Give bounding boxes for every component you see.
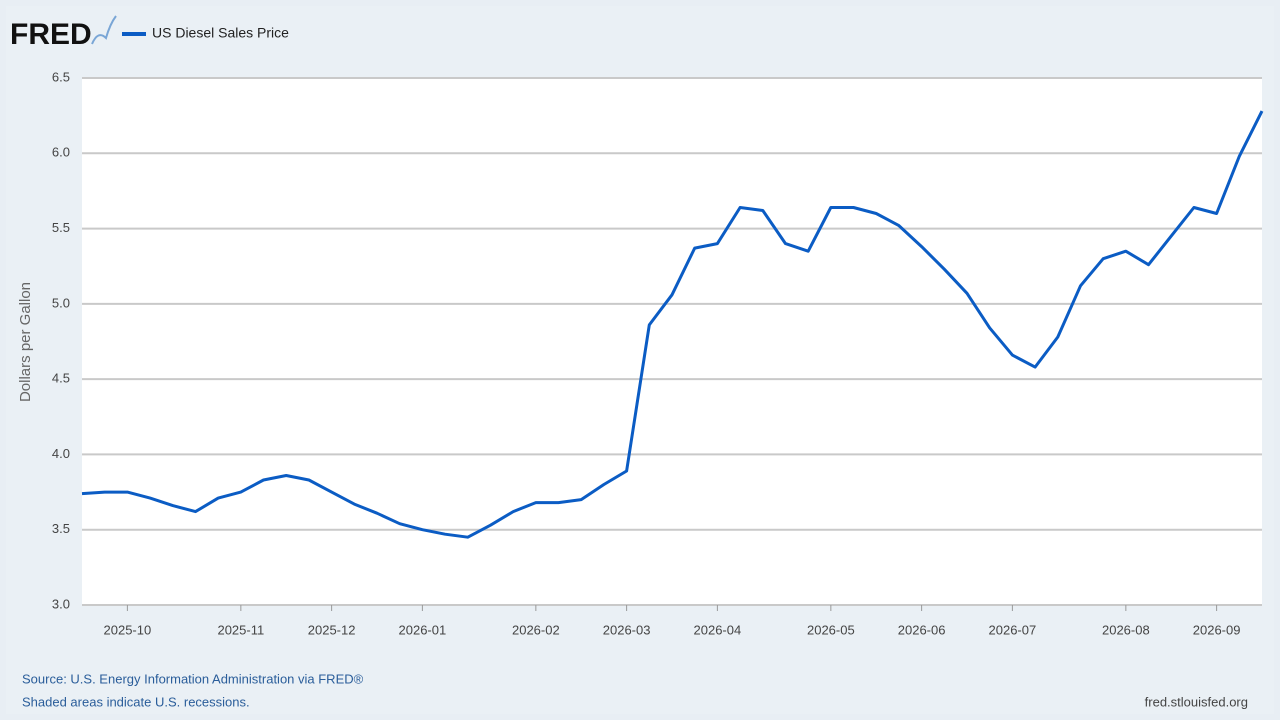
note: Shaded areas indicate U.S. recessions.: [22, 694, 250, 709]
y-axis-label: Dollars per Gallon: [17, 282, 34, 402]
legend-label: US Diesel Sales Price: [152, 25, 289, 41]
x-tick-label: 2026-09: [1193, 622, 1241, 637]
x-tick-label: 2026-06: [898, 622, 946, 637]
plot-area: [82, 78, 1262, 605]
x-tick-label: 2026-04: [694, 622, 742, 637]
x-tick-label: 2026-03: [603, 622, 651, 637]
y-tick-label: 3.0: [52, 596, 70, 611]
y-tick-label: 4.0: [52, 446, 70, 461]
logo-icon: [91, 15, 117, 45]
y-tick-label: 6.5: [52, 69, 70, 84]
brand-logo: FRED: [10, 18, 92, 51]
x-tick-label: 2025-11: [217, 622, 264, 637]
x-tick-label: 2026-07: [989, 622, 1037, 637]
x-tick-label: 2026-05: [807, 622, 855, 637]
x-tick-label: 2025-10: [104, 622, 152, 637]
y-tick-label: 3.5: [52, 521, 70, 536]
x-tick-label: 2025-12: [308, 622, 356, 637]
y-tick-label: 5.0: [52, 295, 70, 310]
x-tick-label: 2026-08: [1102, 622, 1150, 637]
x-tick-label: 2026-01: [399, 622, 447, 637]
source: Source: U.S. Energy Information Administ…: [22, 671, 364, 686]
y-tick-label: 6.0: [52, 145, 70, 160]
site: fred.stlouisfed.org: [1145, 694, 1248, 709]
data-line: [81, 110, 1264, 539]
y-tick-label: 4.5: [52, 371, 70, 386]
x-tick-label: 2026-02: [512, 622, 560, 637]
y-tick-label: 5.5: [52, 220, 70, 235]
